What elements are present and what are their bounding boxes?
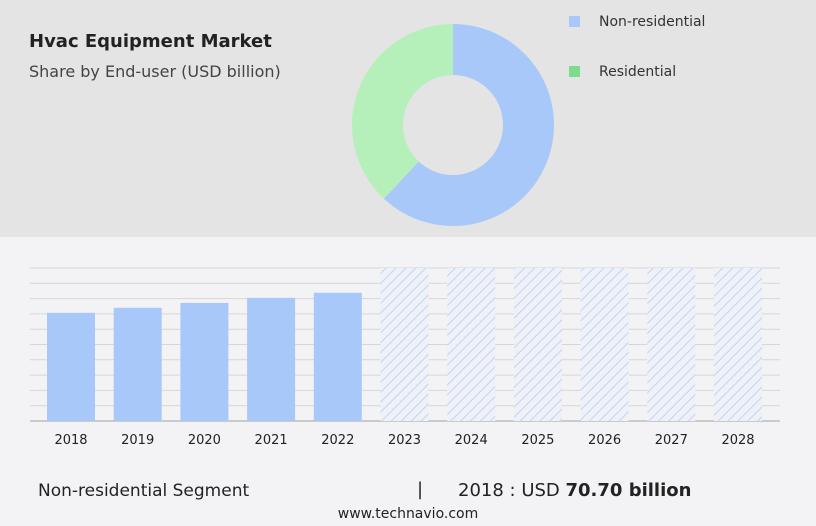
forecast-bar-2023 <box>380 268 429 421</box>
forecast-bar-2027 <box>647 268 696 421</box>
chart-title: Hvac Equipment Market <box>29 31 272 52</box>
bar-2021 <box>247 297 296 421</box>
x-tick-label: 2022 <box>321 433 354 448</box>
x-tick-label: 2018 <box>54 433 87 448</box>
x-tick-label: 2020 <box>188 433 221 448</box>
legend-item-non-residential: Non-residential <box>569 14 705 30</box>
segment-value: 2018 : USD 70.70 billion <box>458 480 691 501</box>
value-amount: 70.70 billion <box>565 480 692 501</box>
legend-label: Residential <box>599 64 677 80</box>
x-tick-label: 2021 <box>255 433 288 448</box>
bar-2022 <box>313 292 362 421</box>
donut-slice-non-residential <box>383 24 554 226</box>
legend-swatch <box>569 16 580 27</box>
x-tick-label: 2025 <box>521 433 554 448</box>
forecast-bar-2024 <box>447 268 496 421</box>
bar-2018 <box>47 312 95 421</box>
segment-label: Non-residential Segment <box>38 481 250 501</box>
donut-slice-residential <box>351 24 453 199</box>
site-url: www.technavio.com <box>337 506 479 522</box>
x-tick-label: 2024 <box>455 433 488 448</box>
x-tick-label: 2027 <box>655 433 688 448</box>
x-tick-label: 2019 <box>121 433 154 448</box>
bar-2019 <box>113 307 162 421</box>
chart-subtitle: Share by End-user (USD billion) <box>29 62 281 81</box>
legend-swatch <box>569 66 580 77</box>
x-tick-label: 2023 <box>388 433 421 448</box>
forecast-bar-2026 <box>580 268 629 421</box>
forecast-bar-2028 <box>714 268 762 421</box>
bar-2020 <box>180 302 229 421</box>
value-prefix: 2018 : USD <box>458 480 566 501</box>
x-tick-label: 2026 <box>588 433 621 448</box>
separator: | <box>417 479 424 500</box>
forecast-bar-2025 <box>513 268 562 421</box>
legend-label: Non-residential <box>599 14 706 30</box>
legend-item-residential: Residential <box>569 64 676 80</box>
x-tick-label: 2028 <box>721 433 754 448</box>
